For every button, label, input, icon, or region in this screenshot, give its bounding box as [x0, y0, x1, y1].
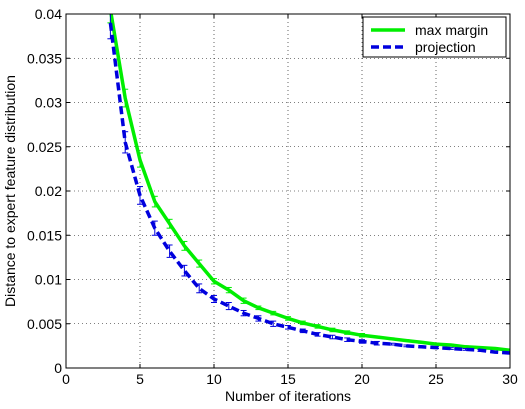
y-tick-label: 0.02 — [35, 183, 62, 199]
y-axis-label: Distance to expert feature distribution — [2, 75, 18, 307]
y-tick-label: 0.03 — [35, 95, 62, 111]
y-tick-label: 0.005 — [27, 316, 62, 332]
y-tick-label: 0.04 — [35, 6, 62, 22]
x-tick-label: 0 — [62, 371, 70, 387]
x-tick-label: 10 — [206, 371, 222, 387]
x-tick-label: 30 — [502, 371, 518, 387]
x-tick-label: 15 — [280, 371, 296, 387]
y-tick-label: 0 — [54, 360, 62, 376]
x-tick-label: 25 — [428, 371, 444, 387]
y-tick-label: 0.035 — [27, 50, 62, 66]
y-tick-label: 0.015 — [27, 227, 62, 243]
legend-label: max margin — [415, 22, 488, 38]
legend-label: projection — [415, 39, 476, 55]
y-tick-label: 0.025 — [27, 139, 62, 155]
y-tick-label: 0.01 — [35, 272, 62, 288]
x-axis-label: Number of iterations — [225, 388, 351, 404]
x-tick-label: 20 — [354, 371, 370, 387]
x-tick-label: 5 — [136, 371, 144, 387]
